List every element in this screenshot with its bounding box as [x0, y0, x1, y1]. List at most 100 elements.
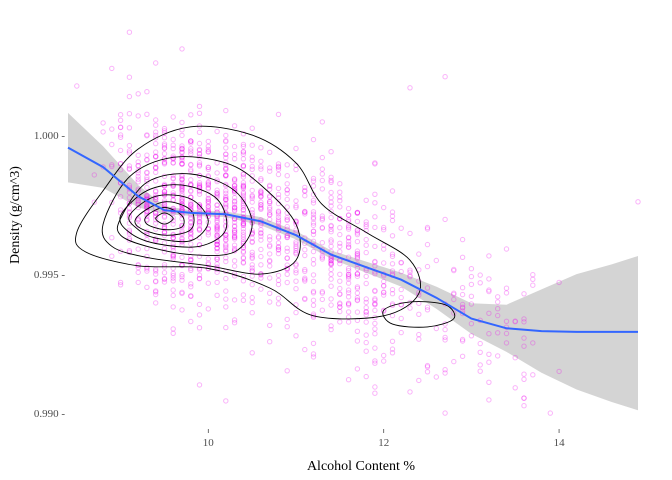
- data-point: [345, 276, 352, 282]
- data-point: [91, 199, 98, 205]
- data-point: [345, 254, 352, 260]
- density-contour: [134, 201, 195, 236]
- data-point: [337, 278, 343, 284]
- data-point: [328, 283, 334, 289]
- data-point: [214, 225, 220, 231]
- data-point: [223, 151, 229, 158]
- data-point: [381, 352, 387, 359]
- data-point: [153, 210, 159, 217]
- data-point: [249, 166, 255, 173]
- data-point: [354, 230, 361, 236]
- data-point: [381, 292, 387, 298]
- data-point: [117, 132, 124, 138]
- data-point: [345, 309, 352, 315]
- data-point: [267, 258, 273, 265]
- data-point: [293, 198, 299, 204]
- data-point: [179, 235, 185, 241]
- density-contour: [119, 184, 228, 248]
- data-point: [188, 267, 194, 273]
- data-point: [179, 149, 185, 155]
- data-point: [442, 216, 448, 223]
- data-point: [372, 301, 378, 307]
- data-point: [459, 336, 466, 343]
- data-point: [328, 326, 334, 333]
- data-point: [188, 214, 194, 221]
- data-point: [196, 301, 203, 308]
- data-point: [302, 209, 308, 216]
- data-point: [354, 231, 361, 238]
- data-point: [231, 273, 238, 279]
- data-point: [223, 244, 229, 251]
- data-point: [223, 248, 229, 255]
- data-point: [275, 244, 282, 251]
- data-point: [161, 188, 168, 195]
- data-point: [179, 150, 185, 156]
- data-point: [214, 241, 220, 248]
- data-point: [495, 299, 501, 305]
- data-point: [293, 286, 299, 292]
- data-point: [354, 284, 361, 290]
- data-point: [196, 202, 203, 208]
- data-point: [258, 262, 264, 268]
- data-point: [310, 216, 317, 222]
- data-point: [240, 248, 247, 255]
- data-point: [459, 236, 466, 243]
- data-point: [179, 222, 185, 229]
- data-point: [135, 162, 141, 169]
- data-point: [249, 239, 255, 246]
- data-point: [161, 198, 168, 204]
- data-point: [240, 180, 247, 186]
- data-point: [214, 261, 220, 267]
- data-point: [258, 206, 264, 213]
- data-point: [310, 256, 317, 263]
- data-point: [424, 285, 431, 291]
- data-point: [214, 206, 220, 212]
- data-point: [153, 169, 159, 176]
- data-point: [267, 149, 273, 156]
- data-point: [310, 197, 317, 204]
- data-point: [275, 195, 282, 201]
- data-point: [240, 174, 247, 180]
- data-point: [249, 192, 255, 199]
- data-point: [451, 358, 457, 365]
- data-point: [442, 74, 448, 80]
- data-point: [328, 237, 334, 243]
- data-point: [354, 218, 361, 225]
- data-point: [302, 193, 308, 199]
- data-point: [153, 149, 159, 155]
- data-point: [284, 234, 290, 241]
- data-point: [363, 296, 369, 302]
- data-point: [240, 222, 247, 228]
- density-contour: [382, 301, 456, 328]
- data-point: [319, 224, 325, 231]
- data-point: [354, 210, 361, 216]
- data-point: [188, 182, 194, 189]
- data-point: [337, 304, 343, 310]
- data-point: [319, 177, 325, 184]
- data-point: [354, 228, 361, 234]
- data-point: [188, 194, 194, 201]
- data-point: [231, 201, 238, 208]
- data-point: [389, 217, 396, 224]
- data-point: [337, 240, 343, 247]
- data-point: [267, 299, 273, 305]
- data-point: [275, 235, 282, 241]
- data-point: [205, 182, 212, 188]
- data-point: [319, 217, 325, 223]
- data-point: [249, 265, 255, 271]
- data-point: [328, 226, 334, 233]
- data-point: [345, 244, 352, 250]
- data-point: [381, 224, 387, 231]
- data-point: [249, 163, 255, 170]
- data-point: [319, 186, 325, 192]
- data-point: [161, 143, 168, 149]
- data-point: [196, 184, 203, 191]
- x-tick-label: 14: [554, 437, 566, 449]
- data-point: [214, 191, 220, 198]
- data-point: [275, 250, 282, 257]
- data-point: [398, 294, 404, 301]
- data-point: [345, 280, 352, 286]
- data-point: [144, 192, 150, 199]
- data-point: [223, 237, 229, 243]
- data-point: [196, 219, 203, 225]
